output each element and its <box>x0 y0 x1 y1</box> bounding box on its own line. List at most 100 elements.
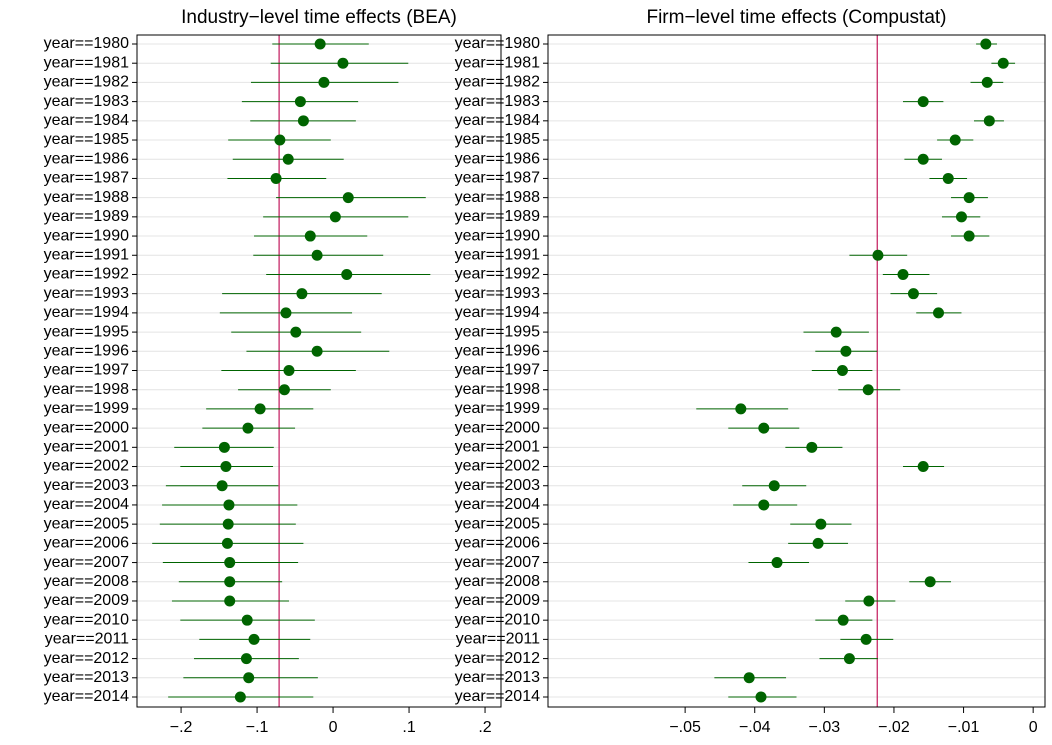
point-estimate <box>933 307 944 319</box>
y-tick-label: year==1992 <box>44 266 130 283</box>
y-tick-label: year==2001 <box>455 439 541 456</box>
point-estimate <box>311 345 323 357</box>
point-estimate <box>897 268 909 280</box>
y-tick-label: year==1988 <box>455 189 541 206</box>
y-tick-label: year==1986 <box>44 150 130 167</box>
point-estimate <box>280 307 292 319</box>
y-tick-label: year==2009 <box>44 592 130 609</box>
point-estimate <box>304 230 316 242</box>
point-estimate <box>234 691 246 703</box>
y-tick-label: year==1993 <box>455 285 541 302</box>
y-tick-label: year==1999 <box>44 400 130 417</box>
point-estimate <box>297 115 309 127</box>
point-estimate <box>758 499 770 511</box>
point-estimate <box>830 326 842 338</box>
y-tick-label: year==2000 <box>44 419 130 436</box>
y-tick-label: year==1981 <box>455 54 541 71</box>
point-estimate <box>341 268 353 280</box>
point-estimate <box>220 461 232 473</box>
point-estimate <box>862 384 874 396</box>
y-tick-label: year==2014 <box>455 688 541 705</box>
point-estimate <box>980 38 992 50</box>
point-estimate <box>296 288 308 300</box>
x-tick-label: 0 <box>1029 719 1038 736</box>
point-estimate <box>755 691 767 703</box>
y-tick-label: year==1983 <box>455 93 541 110</box>
point-estimate <box>222 518 234 530</box>
point-estimate <box>243 672 255 684</box>
point-estimate <box>843 653 855 665</box>
y-tick-label: year==1999 <box>455 400 541 417</box>
x-tick-label: −.01 <box>948 719 980 736</box>
point-estimate <box>907 288 919 300</box>
chart-title: Industry−level time effects (BEA) <box>181 7 457 28</box>
point-estimate <box>329 211 341 223</box>
point-estimate <box>917 153 929 165</box>
point-estimate <box>223 499 235 511</box>
y-tick-label: year==1994 <box>44 304 130 321</box>
y-tick-label: year==1993 <box>44 285 130 302</box>
point-estimate <box>224 595 236 607</box>
y-tick-label: year==1980 <box>455 35 541 52</box>
point-estimate <box>248 633 260 645</box>
y-tick-label: year==1980 <box>44 35 130 52</box>
point-estimate <box>949 134 961 146</box>
y-tick-label: year==2007 <box>44 554 130 571</box>
y-tick-label: year==2004 <box>44 496 130 513</box>
y-tick-label: year==1984 <box>44 112 130 129</box>
point-estimate <box>314 38 326 50</box>
point-estimate <box>836 365 848 376</box>
y-tick-label: year==2006 <box>455 535 541 552</box>
y-tick-label: year==1988 <box>44 189 130 206</box>
y-tick-label: year==1982 <box>455 74 541 91</box>
point-estimate <box>342 192 354 204</box>
y-tick-label: year==2006 <box>44 535 130 552</box>
x-tick-label: −.05 <box>669 719 701 736</box>
point-estimate <box>963 192 975 204</box>
y-tick-label: year==2008 <box>44 573 130 590</box>
point-estimate <box>812 537 824 549</box>
point-estimate <box>311 249 323 261</box>
y-tick-label: year==1987 <box>455 170 541 187</box>
y-tick-label: year==1987 <box>44 170 130 187</box>
y-tick-label: year==2004 <box>455 496 541 513</box>
point-estimate <box>955 211 967 223</box>
y-tick-label: year==2012 <box>44 650 130 667</box>
y-tick-label: year==2014 <box>44 688 130 705</box>
point-estimate <box>221 537 233 549</box>
y-tick-label: year==1989 <box>455 208 541 225</box>
y-tick-label: year==1985 <box>455 131 541 148</box>
y-tick-label: year==2002 <box>455 458 541 475</box>
chart-title: Firm−level time effects (Compustat) <box>646 7 946 28</box>
point-estimate <box>254 403 266 415</box>
y-tick-label: year==1983 <box>44 93 130 110</box>
point-estimate <box>837 614 849 626</box>
y-tick-label: year==2013 <box>44 669 130 686</box>
y-tick-label: year==2003 <box>44 477 130 494</box>
x-tick-label: −.04 <box>739 719 771 736</box>
point-estimate <box>942 172 954 184</box>
y-tick-label: year==1982 <box>44 74 130 91</box>
plot-frame <box>136 34 502 708</box>
point-estimate <box>983 115 995 127</box>
point-estimate <box>815 518 827 530</box>
y-tick-label: year==1995 <box>44 323 130 340</box>
point-estimate <box>337 57 349 69</box>
y-tick-label: year==2005 <box>455 515 541 532</box>
y-tick-label: year==1984 <box>455 112 541 129</box>
y-tick-label: year==1989 <box>44 208 130 225</box>
y-tick-label: year==2010 <box>44 611 130 628</box>
y-tick-label: year==1981 <box>44 54 130 71</box>
y-tick-label: year==2012 <box>455 650 541 667</box>
y-tick-label: year==2009 <box>455 592 541 609</box>
x-tick-label: −.2 <box>170 719 193 736</box>
y-tick-label: year==2011 <box>456 631 540 648</box>
y-tick-label: year==1992 <box>455 266 541 283</box>
y-tick-label: year==1994 <box>455 304 541 321</box>
point-estimate <box>840 345 852 357</box>
point-estimate <box>768 480 780 492</box>
y-tick-label: year==2000 <box>455 419 541 436</box>
x-tick-label: 0 <box>329 719 338 736</box>
point-estimate <box>997 57 1009 69</box>
